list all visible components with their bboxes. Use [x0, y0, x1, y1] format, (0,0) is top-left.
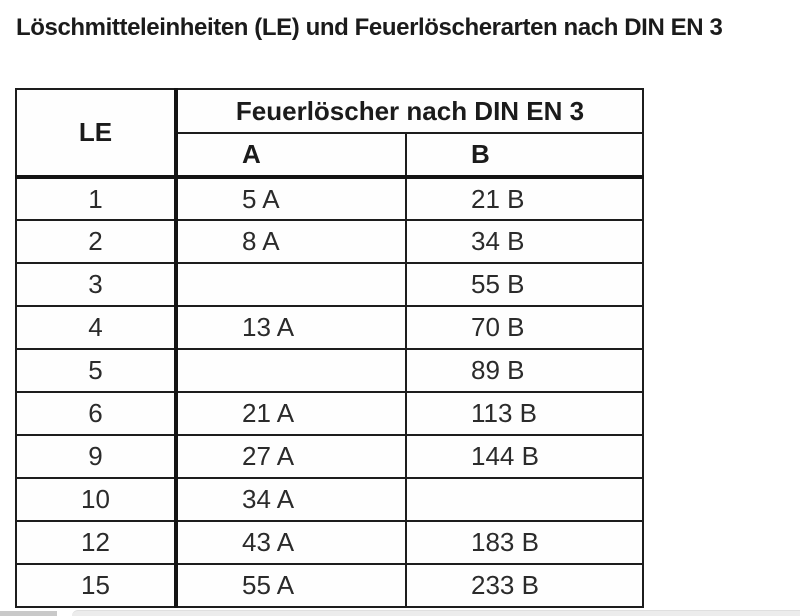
table-cell-le: 15 [15, 563, 177, 608]
table-cell-a: 55 A [174, 563, 407, 608]
le-table-header: LE Feuerlöscher nach DIN EN 3 A B [15, 88, 645, 178]
column-header-le: LE [15, 88, 177, 178]
table-cell-b [404, 477, 645, 522]
page-title: Löschmitteleinheiten (LE) und Feuerlösch… [16, 14, 723, 41]
table-row: 6 21 A 113 B [15, 391, 645, 436]
table-cell-b: 183 B [404, 520, 645, 565]
table-row: 4 13 A 70 B [15, 305, 645, 350]
group-header-feuerloescher: Feuerlöscher nach DIN EN 3 [173, 88, 645, 134]
table-cell-a: 21 A [174, 391, 407, 436]
header-row-sub: A B [16, 132, 645, 178]
table-cell-b: 34 B [404, 219, 645, 264]
table-cell-le: 10 [15, 477, 177, 522]
table-row: 5 89 B [15, 348, 645, 393]
table-cell-a: 13 A [174, 305, 407, 350]
table-cell-a: 34 A [174, 477, 407, 522]
table-cell-b: 55 B [404, 262, 645, 307]
table-row: 3 55 B [15, 262, 645, 307]
table-cell-a [174, 348, 407, 393]
table-cell-le: 5 [15, 348, 177, 393]
header-row-group: LE Feuerlöscher nach DIN EN 3 [15, 88, 645, 178]
table-row: 15 55 A 233 B [15, 563, 645, 608]
table-cell-a: 8 A [174, 219, 407, 264]
table-cell-a: 43 A [174, 520, 407, 565]
column-header-b: B [404, 132, 645, 178]
table-cell-b: 89 B [404, 348, 645, 393]
table-row: 12 43 A 183 B [15, 520, 645, 565]
table-cell-le: 9 [15, 434, 177, 479]
table-cell-le: 1 [15, 175, 177, 221]
table-cell-le: 2 [15, 219, 177, 264]
table-cell-le: 4 [15, 305, 177, 350]
table-cell-le: 12 [15, 520, 177, 565]
table-cell-a: 5 A [174, 175, 407, 221]
table-cell-a [174, 262, 407, 307]
cutoff-bottom-panel [72, 610, 800, 616]
table-cell-b: 70 B [404, 305, 645, 350]
table-cell-b: 21 B [404, 175, 645, 221]
table-cell-b: 144 B [404, 434, 645, 479]
cutoff-left-strip [0, 611, 57, 616]
table-cell-b: 113 B [404, 391, 645, 436]
table-cell-a: 27 A [174, 434, 407, 479]
table-cell-le: 3 [15, 262, 177, 307]
column-header-a: A [174, 132, 407, 178]
table-cell-b: 233 B [404, 563, 645, 608]
table-cell-le: 6 [15, 391, 177, 436]
table-row: 9 27 A 144 B [15, 434, 645, 479]
table-row: 10 34 A [15, 477, 645, 522]
